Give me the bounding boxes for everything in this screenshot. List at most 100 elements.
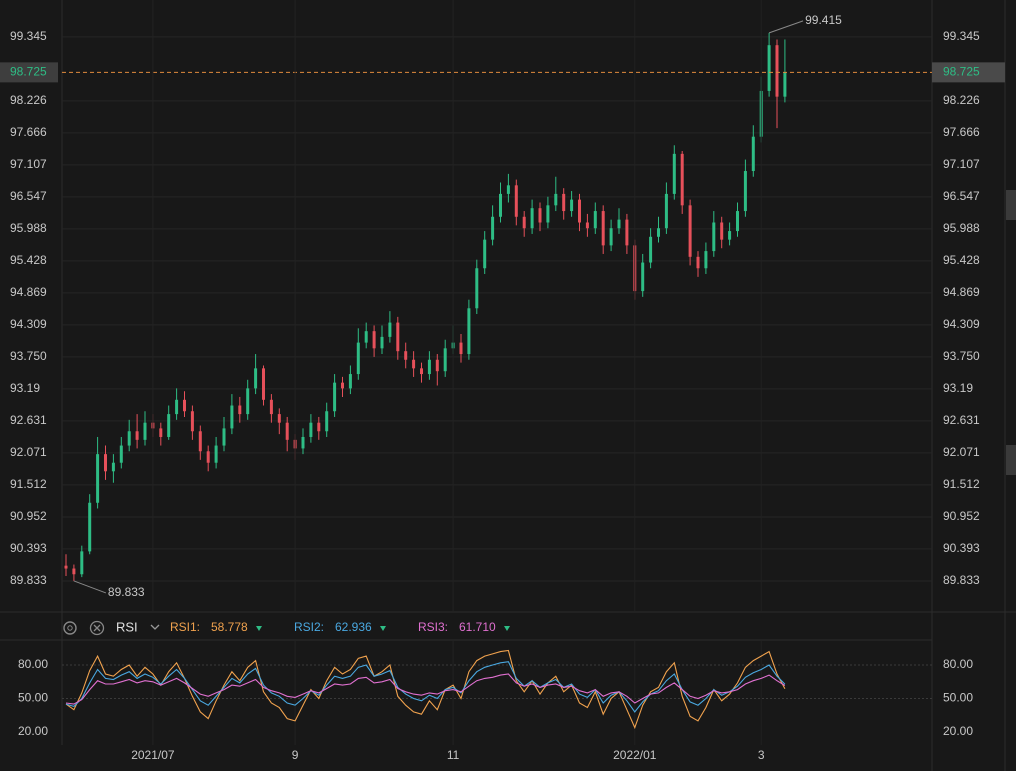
candle-body (135, 431, 139, 440)
side-button[interactable] (1006, 190, 1016, 220)
candle-body (325, 411, 329, 432)
candle-body (420, 368, 423, 375)
candle-body (664, 193, 668, 229)
candle-body (649, 236, 653, 263)
price-tag-bg (932, 62, 1005, 83)
candle-body (190, 411, 194, 432)
max-label: 99.415 (805, 13, 842, 27)
candle-body (333, 382, 337, 412)
y-tick-label: 50.00 (18, 691, 48, 705)
candle-body (104, 454, 107, 472)
candle-body (491, 216, 495, 240)
candle-body (625, 219, 629, 246)
candle-body (380, 336, 384, 349)
y-tick-label: 99.345 (943, 29, 980, 43)
legend-arrow (504, 626, 510, 631)
y-tick-label: 90.393 (943, 541, 980, 555)
y-tick-label: 93.19 (943, 381, 973, 395)
settings-icon[interactable] (63, 621, 77, 635)
y-tick-label: 97.107 (10, 157, 47, 171)
min-leader (73, 580, 107, 594)
y-tick-label: 92.631 (10, 413, 47, 427)
side-button[interactable] (1006, 445, 1016, 475)
y-tick-label: 98.226 (10, 93, 47, 107)
candle-body (119, 445, 123, 463)
close-icon[interactable] (89, 620, 105, 636)
candle-body (743, 171, 747, 212)
y-tick-label: 96.547 (10, 189, 47, 203)
candle-body (175, 399, 179, 415)
close-cross (93, 624, 101, 632)
y-tick-label: 90.952 (10, 509, 47, 523)
y-tick-label: 95.988 (943, 221, 980, 235)
y-tick-label: 96.547 (943, 189, 980, 203)
rsi-line (65, 661, 786, 713)
y-tick-label: 98.226 (943, 93, 980, 107)
y-tick-label: 91.512 (943, 477, 980, 491)
candle-body (530, 208, 534, 229)
gear-ring (63, 621, 77, 635)
candle-body (522, 216, 526, 229)
candle-body (609, 228, 613, 246)
candle-body (427, 359, 431, 375)
candle-body (593, 211, 597, 229)
candle-body (364, 331, 368, 343)
y-tick-label: 95.428 (10, 253, 47, 267)
candle-body (127, 431, 131, 446)
candle-body (206, 451, 210, 463)
price-tag: 98.725 (943, 65, 980, 79)
y-tick-label: 97.107 (943, 157, 980, 171)
gear-hub (67, 625, 73, 631)
min-label: 89.833 (108, 585, 145, 599)
legend-arrow (256, 626, 262, 631)
candle-body (348, 374, 352, 389)
candle-body (443, 348, 447, 372)
legend-name: RSI3: (418, 620, 448, 634)
candle-body (372, 331, 376, 349)
y-tick-label: 91.512 (10, 477, 47, 491)
candle-body (222, 428, 226, 446)
candle-body (159, 428, 163, 437)
legend-value: 58.778 (211, 620, 248, 634)
rsi-line (65, 673, 786, 705)
max-leader (768, 20, 804, 34)
candle-body (688, 205, 692, 257)
y-tick-label: 93.750 (943, 349, 980, 363)
indicator-name[interactable]: RSI (116, 619, 138, 634)
candle-body (183, 399, 186, 412)
y-tick-label: 93.19 (10, 381, 40, 395)
legend-value: 62.936 (335, 620, 372, 634)
candle-body (562, 193, 566, 212)
candle-body (475, 268, 479, 309)
candle-body (672, 153, 676, 194)
candle-body (301, 436, 305, 449)
legend-name: RSI1: (170, 620, 200, 634)
candle-body (578, 199, 581, 223)
candle-body (546, 205, 550, 223)
close-ring (89, 620, 105, 636)
candle-body (641, 262, 645, 292)
candle-body (396, 322, 400, 352)
candle-body (467, 308, 471, 355)
candle-body (506, 185, 510, 194)
candle-body (499, 193, 502, 217)
indicator-dropdown[interactable] (150, 624, 160, 630)
y-tick-label: 93.750 (10, 349, 47, 363)
y-tick-label: 90.952 (943, 509, 980, 523)
y-tick-label: 97.666 (943, 125, 980, 139)
price-tag-bg (0, 62, 58, 83)
y-tick-label: 92.631 (943, 413, 980, 427)
candle-body (388, 322, 392, 337)
legend-value: 61.710 (459, 620, 496, 634)
candle-body (96, 454, 100, 503)
y-tick-label: 94.869 (943, 285, 980, 299)
candle-body (64, 565, 68, 569)
candle-body (80, 551, 84, 575)
legend-arrow (380, 626, 386, 631)
candle-body (736, 211, 739, 232)
candle-body (570, 199, 574, 212)
candle-body (657, 228, 660, 237)
rsi-line (65, 649, 786, 730)
candle-body (341, 382, 344, 389)
